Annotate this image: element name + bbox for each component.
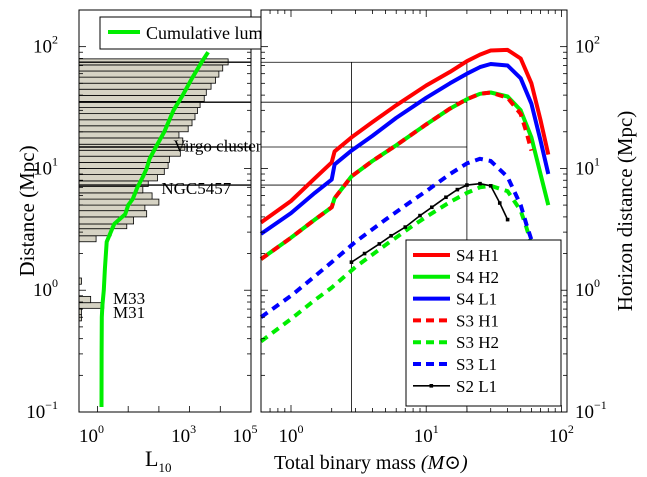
histogram-bar	[78, 216, 134, 225]
series-point	[429, 205, 434, 210]
series-point	[465, 183, 469, 187]
right-y-tick-label: 102	[575, 33, 600, 58]
right-y-axis-label: Horizon distance (Mpc)	[613, 111, 637, 312]
annotation-label: M33	[113, 289, 145, 308]
legend-label: S4 L1	[456, 290, 497, 309]
histogram-bar	[78, 235, 97, 243]
histogram-bar	[78, 204, 146, 212]
right-x-tick-label: 101	[414, 422, 439, 447]
annotation-label: M31	[113, 303, 145, 322]
series-point	[497, 201, 502, 205]
left-y-tick-label: 102	[33, 33, 58, 58]
histogram-bar	[78, 76, 216, 84]
cumulative-luminosity-curve	[99, 51, 210, 408]
right-y-tick-label: 101	[575, 154, 600, 179]
histogram-bar	[78, 137, 184, 145]
series-point	[377, 242, 382, 246]
left-x-axis-label: L10	[145, 446, 171, 475]
histogram-bar	[78, 192, 153, 200]
left-y-tick-label: 101	[33, 154, 58, 179]
series-point	[362, 251, 367, 256]
series-point	[389, 233, 393, 238]
histogram-bar	[78, 302, 105, 309]
right-x-tick-label: 102	[549, 422, 574, 447]
left-x-tick-label: 103	[171, 422, 196, 447]
legend-label: S3 H2	[456, 333, 499, 352]
series-point	[505, 217, 510, 222]
histogram-bar	[78, 162, 169, 169]
legend-label: S3 L1	[456, 355, 497, 374]
histogram-bar	[78, 186, 144, 194]
right-legend: S4 H1 S4 H2 S4 L1 S3 H1 S3 H2 S3 L1 S2 L1	[405, 239, 562, 407]
histogram-bar	[78, 149, 181, 157]
right-series	[259, 47, 551, 344]
histogram-bar	[78, 125, 189, 133]
histogram-bar	[78, 168, 165, 176]
series-point	[455, 187, 460, 192]
right-plot-frame	[260, 9, 568, 413]
cumulative-luminosity-line	[99, 51, 210, 408]
histogram-bar	[78, 107, 198, 115]
series-point	[478, 181, 482, 186]
left-x-tick-label: 100	[79, 422, 104, 447]
histogram-bar	[78, 82, 212, 90]
histogram-bar	[78, 113, 196, 121]
annotation-label: Virgo cluster	[174, 136, 262, 155]
annotation-label: NGC5457	[161, 179, 231, 198]
left-y-tick-label: 10−1	[26, 398, 58, 423]
left-y-tick-label: 100	[33, 276, 58, 301]
left-ticks: 10−1 100 101 102 100 103 105	[26, 9, 258, 447]
series-line	[259, 47, 551, 225]
series-point	[403, 225, 408, 229]
histogram-bar	[78, 198, 160, 206]
right-legend-box	[405, 239, 562, 407]
series-point	[488, 184, 493, 188]
right-x-tick-label: 100	[278, 422, 303, 447]
left-y-axis-label: Distance (Mpc)	[15, 145, 39, 276]
series-line	[259, 90, 534, 261]
series-point	[444, 195, 448, 200]
histogram-bar	[78, 155, 170, 163]
histogram-bar	[78, 94, 205, 102]
histogram-bar	[78, 223, 128, 230]
series-point	[418, 213, 422, 218]
series-line	[259, 183, 534, 344]
right-panel: 10−1 100 101 102 100 101 102 S4 H1 S4 H2 S4 L1 S3…	[259, 9, 637, 474]
left-distance-lines	[79, 61, 251, 186]
histogram-bar	[78, 174, 158, 182]
histogram-bar	[78, 228, 112, 237]
legend-label: S4 H1	[456, 246, 499, 265]
legend-label: S2 L1	[456, 377, 497, 396]
right-y-tick-label: 10−1	[575, 398, 607, 423]
series-line	[259, 62, 551, 236]
histogram-bar	[78, 210, 148, 218]
left-panel: 10−1 100 101 102 100 103 105 Virgo cluster NGC5…	[15, 9, 369, 475]
histogram-bar	[78, 119, 193, 127]
legend-label: S4 H2	[456, 268, 499, 287]
legend-marker	[429, 384, 434, 388]
legend-label: S3 H1	[456, 311, 499, 330]
series-point	[349, 260, 354, 264]
right-y-tick-label: 100	[575, 276, 600, 301]
left-x-tick-label: 105	[233, 422, 258, 447]
right-x-axis-label: Total binary mass (M⊙)	[274, 452, 468, 474]
left-plot-frame	[78, 9, 252, 413]
